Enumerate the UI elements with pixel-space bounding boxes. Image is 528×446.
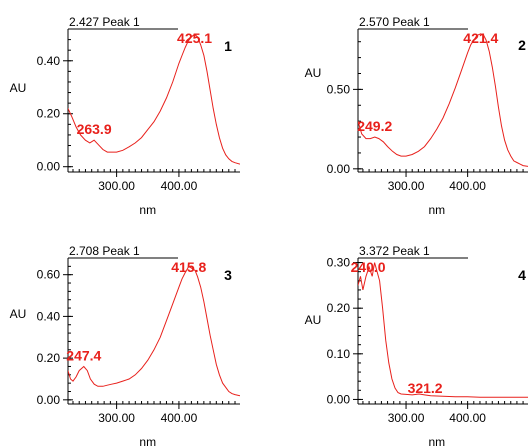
spectrum-line — [68, 33, 240, 165]
x-tick-label: 300.00 — [98, 411, 135, 425]
peak-label: 425.1 — [177, 30, 212, 46]
x-tick-label: 400.00 — [161, 411, 198, 425]
panel-title: 2.570 Peak 1 — [359, 15, 430, 29]
panel-number: 2 — [518, 37, 526, 53]
y-axis-title: AU — [10, 307, 27, 321]
peak-label: 415.8 — [171, 259, 206, 275]
spectrum-panel-1: 0.00 0.20 0.40 300.00 400.00 nm AU 2.427 Peak 1… — [10, 15, 240, 217]
y-tick-label: 0.60 — [37, 268, 61, 282]
y-tick-label: 0.30 — [327, 256, 351, 270]
y-axis-title: AU — [305, 313, 322, 327]
x-axis-title: nm — [139, 435, 156, 446]
y-tick-label: 0.00 — [327, 162, 351, 176]
x-axis-title: nm — [429, 203, 446, 217]
y-tick-label: 0.40 — [37, 309, 61, 323]
y-axis-title: AU — [305, 66, 322, 80]
panel-title: 2.708 Peak 1 — [69, 244, 140, 258]
y-tick-label: 0.00 — [37, 160, 61, 174]
x-tick-label: 300.00 — [388, 179, 425, 193]
peak-label: 321.2 — [408, 380, 443, 396]
peak-label: 240.0 — [351, 259, 386, 275]
y-tick-label: 0.20 — [327, 301, 351, 315]
x-axis-title: nm — [429, 435, 446, 446]
spectrum-line — [358, 33, 528, 167]
y-tick-label: 0.00 — [37, 393, 61, 407]
y-tick-label: 0.10 — [327, 347, 351, 361]
peak-label: 249.2 — [357, 118, 392, 134]
peak-label: 421.4 — [463, 30, 498, 46]
y-tick-label: 0.20 — [37, 107, 61, 121]
x-tick-label: 400.00 — [449, 179, 486, 193]
x-tick-label: 300.00 — [98, 179, 135, 193]
x-axis-title: nm — [139, 203, 156, 217]
panel-title: 2.427 Peak 1 — [69, 15, 140, 29]
y-axis-title: AU — [10, 81, 27, 95]
spectrum-panel-3: 0.00 0.20 0.40 0.60 300.00 400.00 nm AU 2.708 Pe… — [10, 244, 240, 446]
y-tick-label: 0.40 — [37, 54, 61, 68]
panel-number: 1 — [224, 38, 232, 54]
spectrum-line — [68, 265, 240, 397]
x-tick-label: 400.00 — [161, 179, 198, 193]
panel-title: 3.372 Peak 1 — [359, 244, 430, 258]
peak-label: 263.9 — [77, 121, 112, 137]
y-tick-label: 0.20 — [37, 351, 61, 365]
panel-number: 3 — [224, 267, 232, 283]
y-tick-label: 0.50 — [327, 82, 351, 96]
peak-label: 247.4 — [66, 347, 101, 363]
x-tick-label: 400.00 — [449, 411, 486, 425]
y-tick-label: 0.00 — [327, 392, 351, 406]
x-tick-label: 300.00 — [388, 411, 425, 425]
spectrum-line — [358, 262, 528, 398]
panel-number: 4 — [518, 267, 526, 283]
